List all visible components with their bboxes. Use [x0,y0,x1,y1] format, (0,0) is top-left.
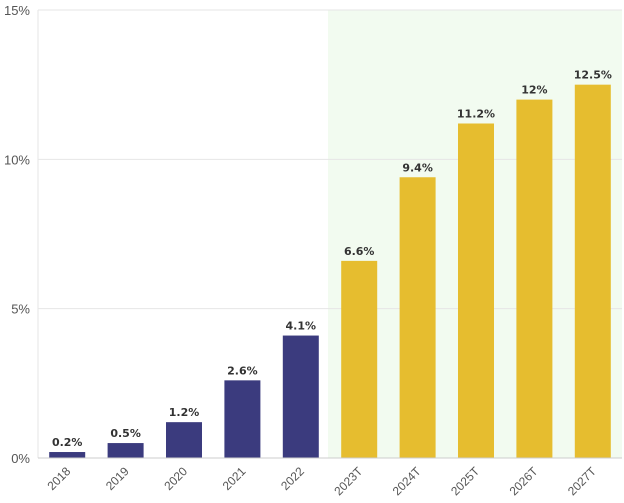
y-tick-label: 5% [11,302,30,317]
bar-2025T [458,123,494,458]
x-tick-label-2025T: 2025T [448,464,482,498]
data-label-2026T: 12% [521,84,547,97]
data-label-2023T: 6.6% [344,245,375,258]
x-tick-label-2026T: 2026T [507,464,541,498]
data-labels: 0.2% 0.5% 1.2% 2.6% 4.1% 6.6% 9.4% 11.2% 12% 12.5… [52,69,612,449]
bar-2023T [341,260,378,458]
x-axis-ticks: 2018 2019 2020 2021 2022 2023T 2024T 2025T 2026T… [45,464,600,498]
bar-2020 [166,422,202,458]
bar-2018 [49,452,86,458]
data-label-2021: 2.6% [227,364,258,377]
x-tick-label-2023T: 2023T [331,464,365,498]
data-label-2025T: 11.2% [457,107,495,120]
x-tick-label-2024T: 2024T [390,464,424,498]
y-axis-ticks: 0% 5% 10% 15% [4,3,30,466]
x-tick-label-2027T: 2027T [565,464,599,498]
y-tick-label: 10% [4,152,30,167]
x-tick-label-2021: 2021 [220,464,249,493]
y-tick-label: 15% [4,3,30,18]
x-tick-label-2018: 2018 [45,464,74,493]
bar-2021 [224,380,261,458]
data-label-2018: 0.2% [52,436,83,449]
bar-2026T [516,99,553,458]
bars [49,84,611,459]
bar-2024T [399,177,436,458]
bar-2019 [107,443,144,458]
bar-2027T [574,84,611,459]
y-tick-label: 0% [11,451,30,466]
x-tick-label-2020: 2020 [161,464,190,493]
x-tick-label-2019: 2019 [103,464,132,493]
data-label-2019: 0.5% [110,427,141,440]
data-label-2022: 4.1% [286,320,317,333]
data-label-2024T: 9.4% [402,161,433,174]
bar-2022 [282,335,319,458]
x-tick-label-2022: 2022 [278,464,307,493]
data-label-2027T: 12.5% [574,69,612,82]
data-label-2020: 1.2% [169,406,200,419]
